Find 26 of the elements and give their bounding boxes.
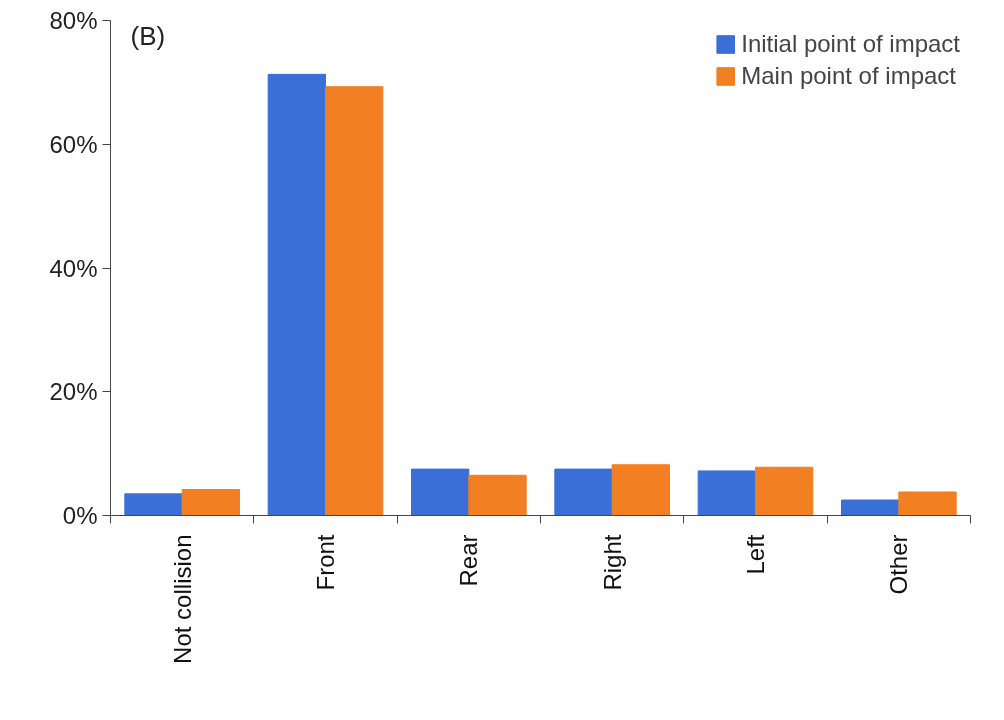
bar	[554, 468, 613, 516]
bar	[841, 499, 900, 516]
bar	[755, 466, 814, 516]
y-tick-label: 60%	[49, 130, 98, 158]
bar	[411, 468, 470, 516]
y-tick-label: 40%	[49, 254, 98, 282]
bar	[124, 493, 183, 516]
bar	[898, 491, 957, 516]
annotation: (B)	[130, 20, 166, 51]
x-tick-label: Rear	[455, 534, 483, 587]
bar	[325, 86, 384, 516]
y-tick-label: 0%	[62, 502, 98, 529]
x-tick-label: Not collision	[168, 534, 196, 664]
y-tick-label: 80%	[49, 7, 98, 34]
bar	[468, 474, 527, 516]
legend-label: Initial point of impact	[741, 30, 960, 58]
x-tick-label: Left	[742, 534, 769, 575]
bar	[697, 470, 756, 516]
x-tick-label: Right	[598, 534, 626, 591]
legend-label: Main point of impact	[741, 62, 956, 90]
x-tick-label: Other	[885, 534, 913, 595]
bar	[611, 464, 670, 516]
bar	[181, 489, 240, 516]
x-tick-label: Front	[312, 534, 339, 591]
y-tick-label: 20%	[49, 378, 98, 406]
bar	[267, 73, 326, 516]
